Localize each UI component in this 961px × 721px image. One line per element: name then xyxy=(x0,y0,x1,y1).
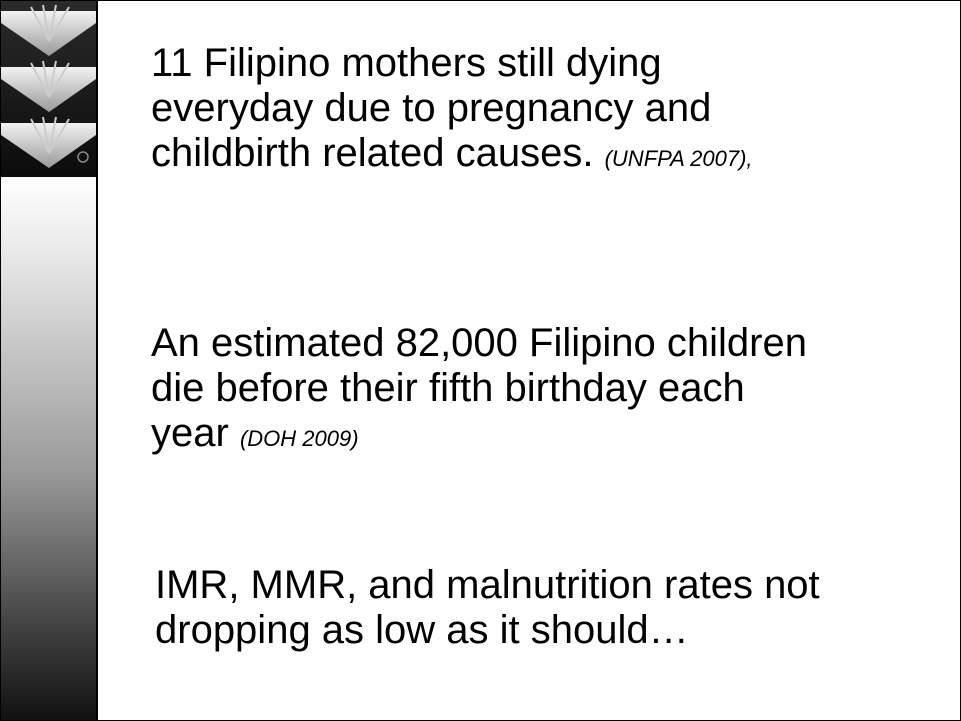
text-line: IMR, MMR, and malnutrition rates not xyxy=(155,563,820,608)
paragraph: IMR, MMR, and malnutrition rates not drop… xyxy=(155,563,820,653)
chevron xyxy=(1,4,96,56)
line-text: childbirth related causes. xyxy=(151,131,594,175)
paragraph: 11 Filipino mothers still dying everyday … xyxy=(151,41,753,181)
citation: (DOH 2009) xyxy=(239,426,359,451)
line-text: An estimated 82,000 Filipino children xyxy=(151,321,807,365)
text-line: year (DOH 2009) xyxy=(151,411,807,461)
sidebar xyxy=(1,1,98,720)
line-text: year xyxy=(151,411,229,455)
chevron xyxy=(1,60,96,112)
sidebar-emblems xyxy=(1,1,96,177)
text-line: dropping as low as it should… xyxy=(155,608,820,653)
line-text: IMR, MMR, and malnutrition rates not xyxy=(155,563,820,607)
line-text: 11 Filipino mothers still dying xyxy=(151,41,662,85)
chevron xyxy=(1,116,96,168)
line-text: everyday due to pregnancy and xyxy=(151,86,712,130)
text-line: An estimated 82,000 Filipino children xyxy=(151,321,807,366)
paragraph: An estimated 82,000 Filipino children die… xyxy=(151,321,807,461)
text-line: everyday due to pregnancy and xyxy=(151,86,753,131)
line-text: die before their fifth birthday each xyxy=(151,366,745,410)
text-line: 11 Filipino mothers still dying xyxy=(151,41,753,86)
text-line: childbirth related causes. (UNFPA 2007), xyxy=(151,131,753,181)
citation: (UNFPA 2007), xyxy=(604,146,753,171)
line-text: dropping as low as it should… xyxy=(155,608,689,652)
text-line: die before their fifth birthday each xyxy=(151,366,807,411)
